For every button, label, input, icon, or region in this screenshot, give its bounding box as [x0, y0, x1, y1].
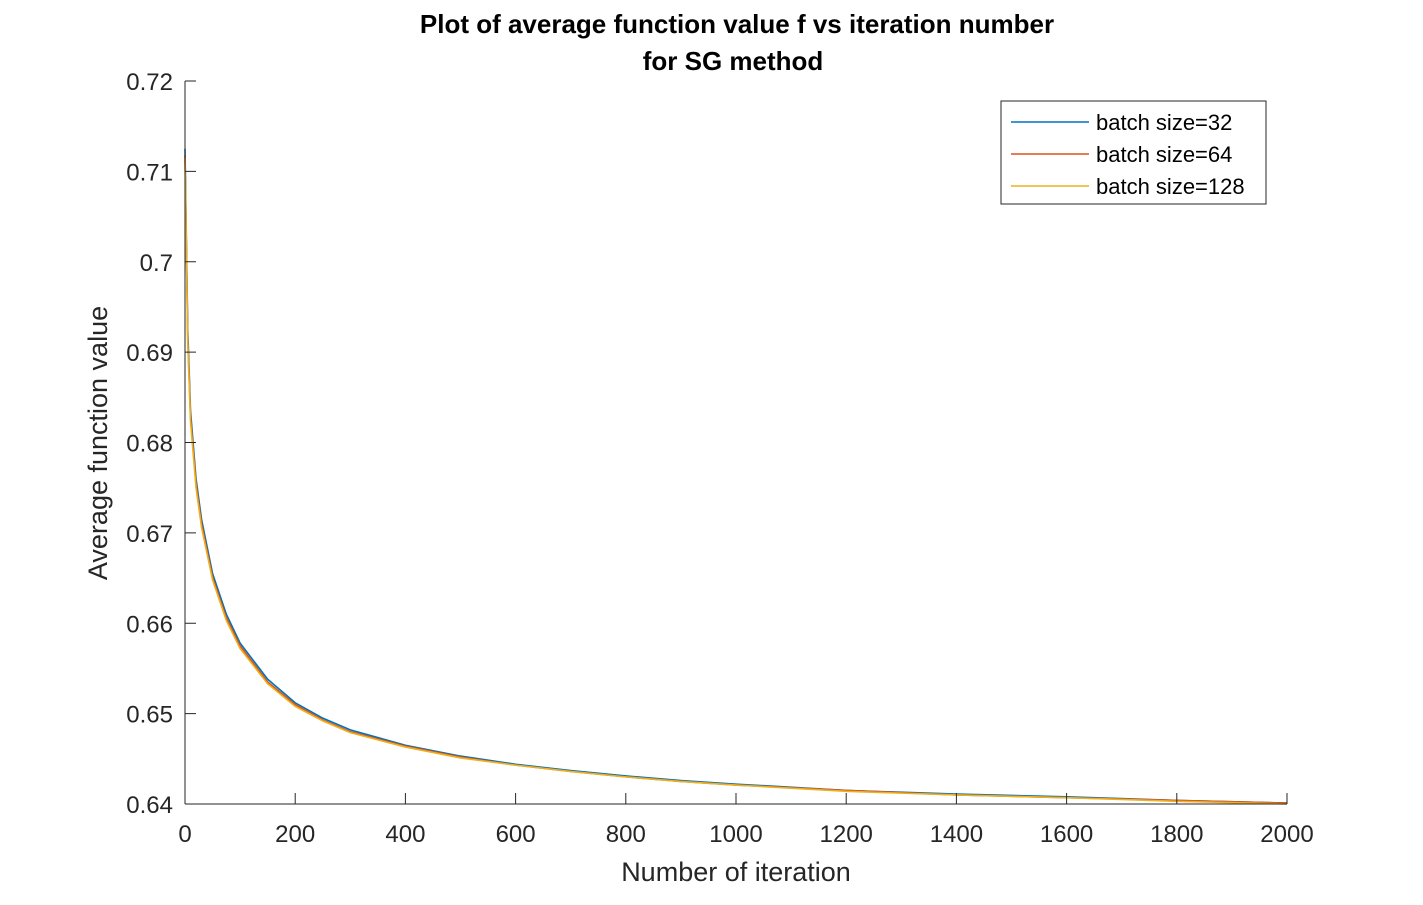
plot-area: 0 200 400 600 800 1000 1200 1400 1600 1800 2000 0.6… — [126, 69, 1313, 848]
series-line-3 — [184, 157, 1288, 805]
x-axis-label: Number of iteration — [621, 857, 851, 887]
y-tick-label: 0.64 — [126, 792, 173, 819]
y-tick-label: 0.71 — [126, 159, 173, 186]
y-tick-label: 0.66 — [126, 611, 173, 638]
x-tick-label: 1200 — [820, 821, 873, 848]
y-axis-label: Average function value — [83, 306, 113, 580]
y-tick-label: 0.72 — [126, 69, 173, 96]
x-tick-label: 0 — [178, 821, 191, 848]
legend-box — [1000, 100, 1267, 205]
x-tick-label: 200 — [275, 821, 315, 848]
legend-label-2: batch size=64 — [1096, 142, 1232, 167]
x-tick-label: 2000 — [1260, 821, 1313, 848]
y-tick-label: 0.67 — [126, 521, 173, 548]
x-tick-label: 400 — [385, 821, 425, 848]
y-tick-label: 0.69 — [126, 340, 173, 367]
x-tick-label: 800 — [606, 821, 646, 848]
y-tick-label: 0.7 — [140, 250, 173, 277]
chart-title-line-1: Plot of average function value f vs iter… — [420, 9, 1054, 39]
legend-label-3: batch size=128 — [1096, 174, 1245, 199]
x-tick-label: 1400 — [930, 821, 983, 848]
legend: batch size=32 batch size=64 batch size=128 — [1000, 100, 1267, 205]
x-tick-label: 1000 — [709, 821, 762, 848]
x-tick-label: 1600 — [1040, 821, 1093, 848]
x-tick-label: 1800 — [1150, 821, 1203, 848]
y-tick-label: 0.68 — [126, 431, 173, 458]
chart-title-line-2: for SG method — [643, 46, 824, 76]
legend-label-1: batch size=32 — [1096, 110, 1232, 135]
x-tick-label: 600 — [496, 821, 536, 848]
y-tick-label: 0.65 — [126, 702, 173, 729]
